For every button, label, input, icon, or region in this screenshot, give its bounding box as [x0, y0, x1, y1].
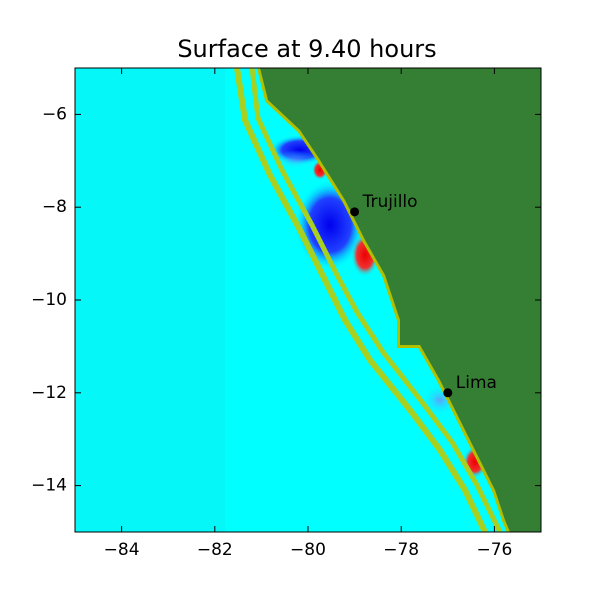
chart-title: Surface at 9.40 hours	[177, 35, 436, 63]
x-tick-label: −84	[104, 540, 140, 560]
x-tick-label: −82	[197, 540, 233, 560]
city-label: Lima	[456, 373, 497, 393]
wave-trough	[273, 150, 317, 170]
land	[260, 68, 541, 532]
y-tick-label: −14	[31, 476, 67, 496]
x-tick-label: −80	[290, 540, 326, 560]
y-tick-label: −12	[31, 383, 67, 403]
contour-band	[234, 68, 488, 532]
y-tick-label: −6	[42, 104, 67, 124]
map-field	[75, 68, 541, 532]
contour-band	[249, 68, 503, 532]
city-point	[350, 207, 360, 217]
x-tick-label: −76	[476, 540, 512, 560]
city-label: Trujillo	[362, 192, 418, 212]
x-tick-label: −78	[383, 540, 419, 560]
y-tick-label: −10	[31, 290, 67, 310]
city-point	[443, 388, 453, 398]
y-tick-label: −8	[42, 197, 67, 217]
ocean-shade	[75, 68, 225, 532]
